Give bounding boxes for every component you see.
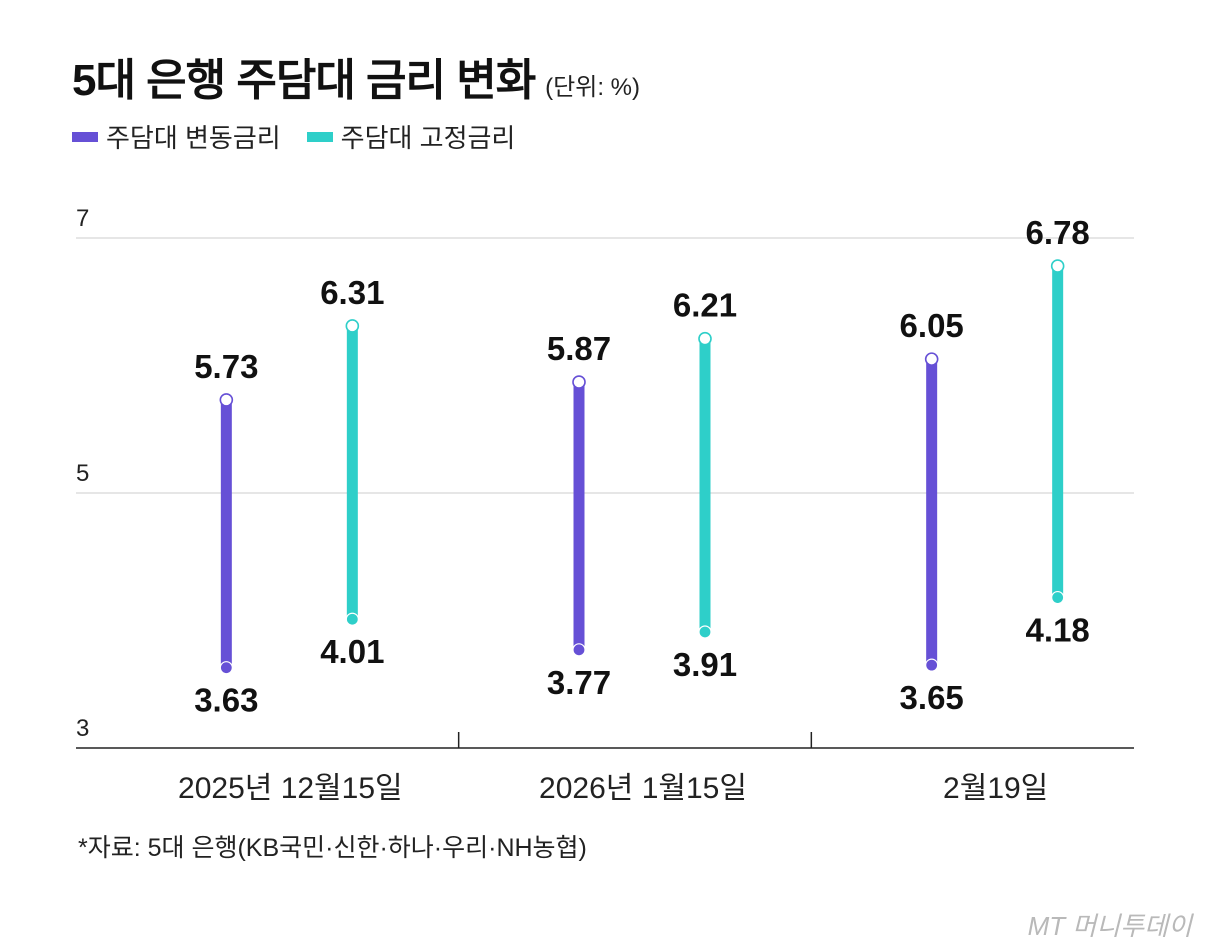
- legend-item-variable: 주담대 변동금리: [72, 118, 281, 155]
- data-label-min: 3.91: [673, 646, 737, 683]
- range-max-marker: [1050, 259, 1065, 273]
- range-min-marker: [219, 661, 233, 675]
- range-min-marker: [572, 643, 586, 657]
- range-min-marker: [1051, 590, 1065, 605]
- y-tick-label: 3: [76, 715, 89, 742]
- y-tick-label: 7: [76, 205, 89, 232]
- chart-title: 5대 은행 주담대 금리 변화: [72, 56, 536, 105]
- range-max-marker: [924, 352, 939, 366]
- data-label-min: 4.18: [1026, 612, 1090, 649]
- legend: 주담대 변동금리 주담대 고정금리: [72, 118, 515, 155]
- legend-label-variable: 주담대 변동금리: [106, 123, 281, 153]
- legend-swatch-fixed: [306, 131, 333, 142]
- legend-label-fixed: 주담대 고정금리: [340, 123, 516, 153]
- data-label-min: 3.63: [194, 682, 258, 719]
- unit-label: (단위: %): [545, 74, 640, 101]
- x-category-label: 2025년 12월15일: [178, 772, 403, 805]
- data-label-min: 4.01: [320, 633, 384, 670]
- range-min-marker: [925, 658, 939, 672]
- range-max-marker: [219, 393, 234, 407]
- y-tick-label: 5: [76, 460, 89, 487]
- range-max-marker: [698, 331, 712, 346]
- legend-item-fixed: 주담대 고정금리: [306, 118, 516, 155]
- data-label-max: 5.73: [194, 348, 258, 385]
- brand-logo: MT 머니투데이: [1027, 911, 1192, 941]
- data-label-max: 6.78: [1026, 214, 1090, 251]
- range-max-marker: [572, 375, 586, 389]
- range-max-marker: [345, 319, 360, 333]
- data-label-max: 6.21: [673, 287, 737, 324]
- source-note: *자료: 5대 은행(KB국민·신한·하나·우리·NH농협): [78, 834, 587, 862]
- x-category-label: 2026년 1월15일: [539, 772, 747, 805]
- chart-title-row: 5대 은행 주담대 금리 변화 (단위: %): [72, 44, 640, 108]
- data-label-min: 3.65: [900, 679, 964, 716]
- range-min-marker: [345, 612, 359, 626]
- data-label-max: 5.87: [547, 330, 611, 367]
- data-label-max: 6.05: [900, 307, 964, 344]
- data-label-max: 6.31: [320, 274, 384, 311]
- x-category-label: 2월19일: [943, 772, 1048, 805]
- range-min-marker: [698, 625, 712, 639]
- data-label-min: 3.77: [547, 664, 611, 701]
- legend-swatch-variable: [72, 131, 98, 142]
